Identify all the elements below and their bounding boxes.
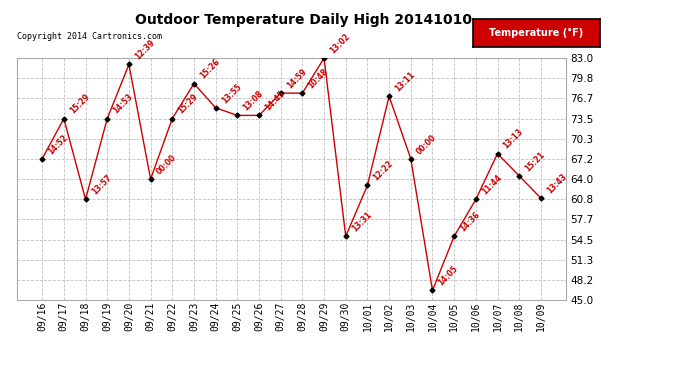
- Text: 13:57: 13:57: [90, 173, 113, 196]
- Text: 12:22: 12:22: [372, 159, 395, 183]
- Text: 15:21: 15:21: [523, 150, 546, 173]
- Text: 00:00: 00:00: [155, 153, 178, 176]
- Text: 15:29: 15:29: [68, 93, 91, 116]
- Text: 11:44: 11:44: [480, 173, 504, 196]
- Text: 15:26: 15:26: [198, 57, 221, 81]
- Text: 14:53: 14:53: [111, 93, 135, 116]
- Text: Temperature (°F): Temperature (°F): [489, 28, 584, 38]
- Text: 10:48: 10:48: [306, 67, 330, 90]
- Text: 13:08: 13:08: [241, 89, 265, 112]
- Text: 13:13: 13:13: [502, 128, 525, 151]
- Text: 14:36: 14:36: [458, 210, 482, 234]
- Text: 14:59: 14:59: [285, 67, 308, 90]
- Text: 00:00: 00:00: [415, 132, 438, 156]
- Text: 15:29: 15:29: [177, 93, 200, 116]
- Text: 13:02: 13:02: [328, 32, 352, 56]
- Text: Copyright 2014 Cartronics.com: Copyright 2014 Cartronics.com: [17, 32, 162, 41]
- Text: Outdoor Temperature Daily High 20141010: Outdoor Temperature Daily High 20141010: [135, 13, 472, 27]
- Text: 13:11: 13:11: [393, 70, 417, 93]
- Text: 13:31: 13:31: [350, 210, 373, 234]
- Text: 14:45: 14:45: [263, 89, 286, 112]
- Text: 12:39: 12:39: [133, 38, 157, 62]
- Text: 14:05: 14:05: [437, 264, 460, 288]
- Text: 13:55: 13:55: [220, 82, 243, 105]
- Text: 14:52: 14:52: [46, 133, 70, 156]
- Text: 13:43: 13:43: [545, 172, 569, 195]
